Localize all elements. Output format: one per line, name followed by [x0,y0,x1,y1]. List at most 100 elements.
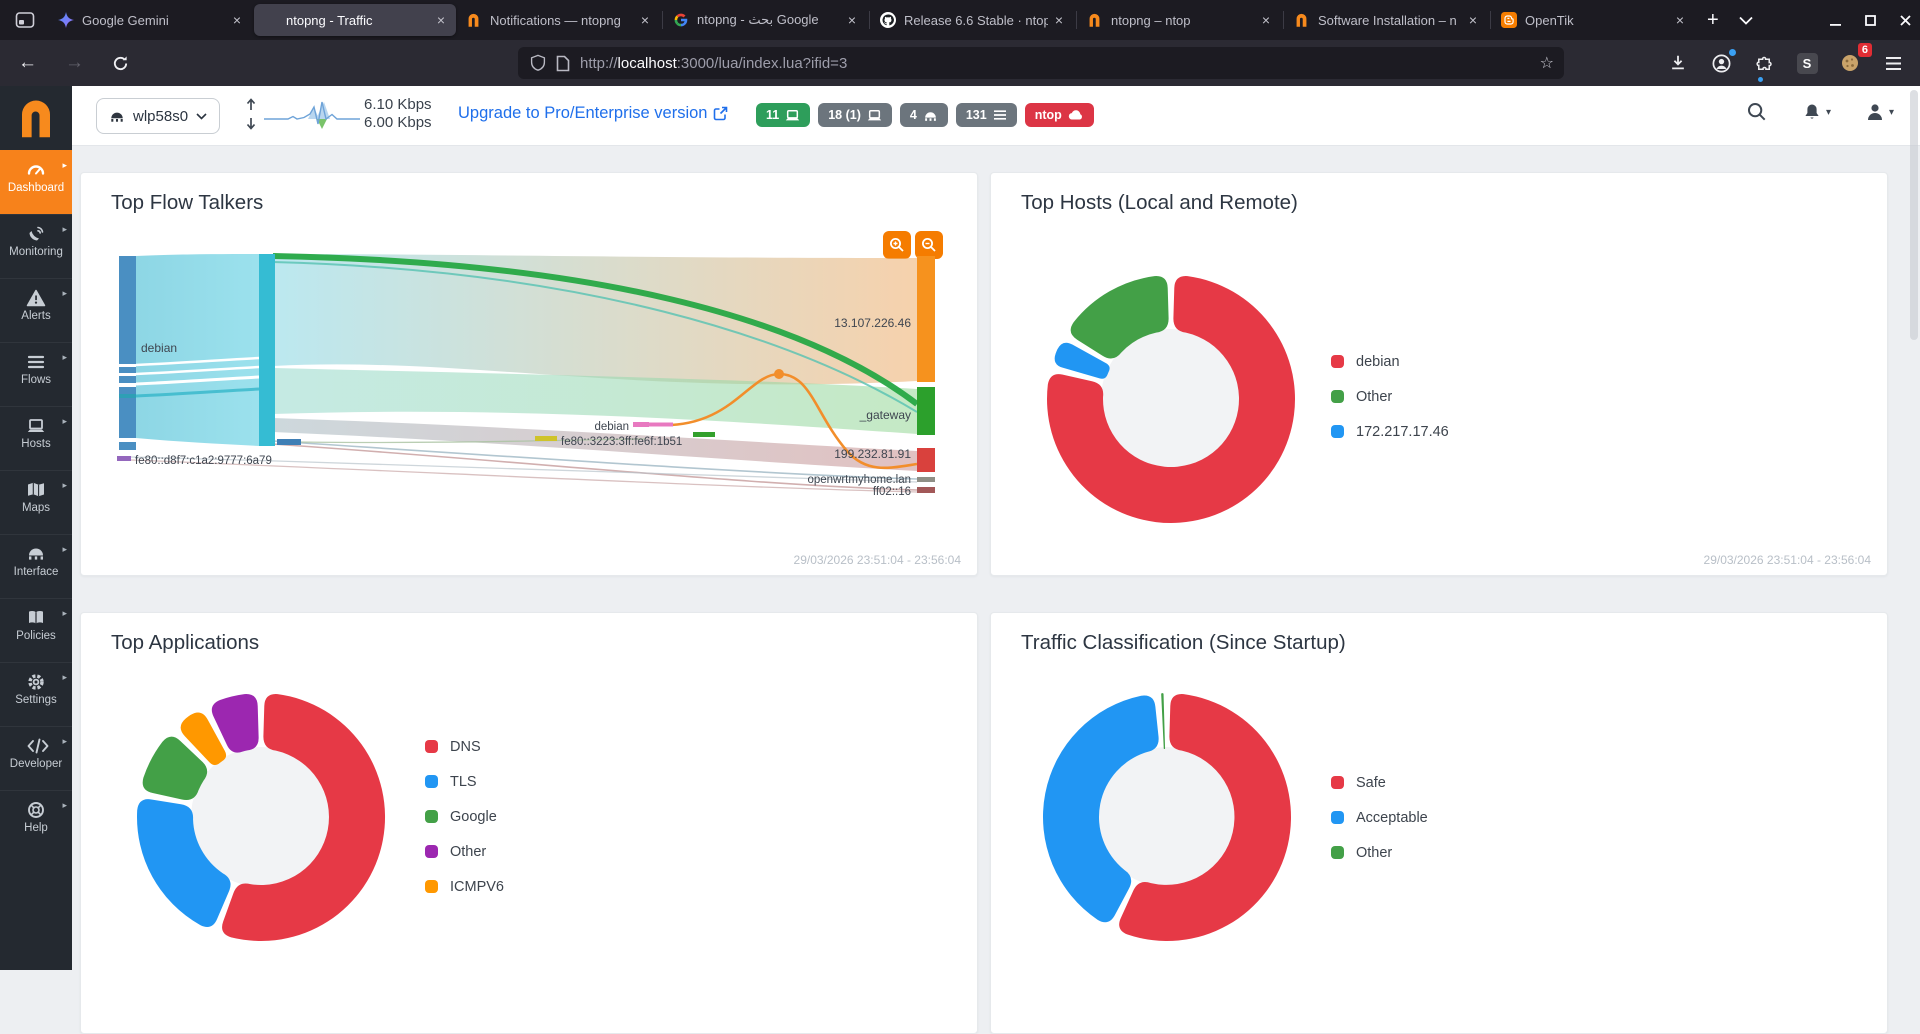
close-tab-icon[interactable]: × [1054,12,1063,28]
sankey-chart[interactable]: debian fe80::d8f7:c1a2:9777:6a79 fe80::3… [111,246,961,511]
back-arrow-icon[interactable]: ← [18,52,37,73]
tab-title: Software Installation – n [1318,12,1457,28]
donut-slice-debian[interactable] [1047,276,1296,524]
sidebar-item-label: Developer [9,758,63,770]
top-applications-donut-chart[interactable] [131,687,391,947]
legend-item[interactable]: Other [425,834,504,869]
maximize-button[interactable] [1864,14,1877,27]
firefox-view-icon[interactable] [10,7,40,33]
donut-slice-ICMPV6[interactable] [180,712,227,766]
classification-donut-chart[interactable] [1037,687,1297,947]
ntop-icon [1294,12,1310,28]
donut-slice-Safe[interactable] [1119,694,1292,941]
page-icon[interactable] [556,55,570,72]
new-tab-button[interactable]: + [1707,8,1719,31]
close-tab-icon[interactable]: × [1468,12,1477,28]
url-text: http://localhost:3000/lua/index.lua?ifid… [580,54,848,72]
status-badge[interactable]: 131 [955,103,1017,127]
close-tab-icon[interactable]: × [847,12,856,28]
close-tab-icon[interactable]: × [232,12,241,28]
donut-slice-Other[interactable] [1161,693,1166,750]
menu-icon[interactable] [1880,50,1906,76]
sidebar-item-settings[interactable]: Settings ▸ [0,662,72,726]
status-badge[interactable]: ntop [1024,103,1094,127]
donut-slice-TLS[interactable] [136,799,231,928]
legend-item[interactable]: Other [1331,379,1449,414]
ntop-logo[interactable] [0,86,72,150]
caret-down-icon: ▾ [1825,106,1831,118]
close-tab-icon[interactable]: × [1675,12,1684,28]
donut-slice-DNS[interactable] [222,694,386,942]
sidebar-item-hosts[interactable]: Hosts ▸ [0,406,72,470]
sidebar-item-maps[interactable]: Maps ▸ [0,470,72,534]
scrollbar[interactable] [1910,90,1918,340]
browser-tab[interactable]: Notifications — ntopng × [458,4,660,36]
search-icon[interactable] [1746,101,1768,123]
sidebar-item-flows[interactable]: Flows ▸ [0,342,72,406]
account-icon[interactable] [1708,49,1736,76]
legend-item[interactable]: 172.217.17.46 [1331,414,1449,449]
sidebar-item-dashboard[interactable]: Dashboard ▸ [0,150,72,214]
close-window-button[interactable] [1899,14,1912,27]
sidebar-item-label: Monitoring [9,246,63,258]
legend-item[interactable]: debian [1331,344,1449,379]
close-tab-icon[interactable]: × [640,12,649,28]
extensions-icon[interactable] [1751,50,1777,82]
zoom-in-button[interactable] [883,231,911,259]
browser-tab[interactable]: ntopng - Traffic × [254,4,456,36]
s-extension-icon[interactable]: S [1794,50,1820,76]
close-tab-icon[interactable]: × [436,12,445,28]
browser-tab[interactable]: Software Installation – n × [1286,4,1488,36]
reload-icon[interactable] [102,52,139,75]
legend-item[interactable]: DNS [425,729,504,764]
donut-slice-Google[interactable] [142,736,208,800]
caret-down-icon: ▾ [1888,106,1894,118]
notifications-bell[interactable]: ▾ [1802,102,1831,123]
donut-slice-Acceptable[interactable] [1042,695,1159,923]
list-all-tabs-button[interactable] [1729,12,1763,29]
tab-separator [662,11,663,29]
upgrade-link[interactable]: Upgrade to Pro/Enterprise version [458,104,728,123]
donut-slice-Other[interactable] [211,694,259,753]
sidebar-item-monitoring[interactable]: Monitoring ▸ [0,214,72,278]
shield-icon[interactable] [530,54,546,72]
top-hosts-donut-chart[interactable] [1041,269,1301,529]
legend-item[interactable]: ICMPV6 [425,869,504,904]
status-badge[interactable]: 11 [756,103,811,127]
interface-select[interactable]: wlp58s0 [96,98,221,134]
sidebar-item-help[interactable]: Help ▸ [0,790,72,854]
donut-slice-172.217.17.46[interactable] [1054,342,1110,379]
legend-item[interactable]: Safe [1331,765,1428,800]
tab-strip: Google Gemini × ntopng - Traffic × Notificat… [50,0,1697,40]
badge-text: 11 [766,108,780,122]
zoom-out-button[interactable] [915,231,943,259]
url-bar[interactable]: http://localhost:3000/lua/index.lua?ifid… [518,47,1564,79]
donut-slice-Other[interactable] [1070,276,1169,359]
sidebar-item-developer[interactable]: Developer ▸ [0,726,72,790]
minimize-button[interactable] [1829,14,1842,27]
status-badge[interactable]: 18 (1) [818,103,892,127]
browser-tab[interactable]: OpenTik × [1493,4,1695,36]
sidebar-item-alerts[interactable]: Alerts ▸ [0,278,72,342]
cookie-icon[interactable]: 6 [1837,43,1872,76]
browser-tab[interactable]: Release 6.6 Stable · ntop × [872,4,1074,36]
hub-icon [26,544,46,564]
user-menu[interactable]: ▾ [1865,102,1894,123]
status-badge[interactable]: 4 [899,103,948,127]
code-icon [26,736,49,756]
legend-item[interactable]: TLS [425,764,504,799]
window-controls [1829,0,1912,40]
legend-item[interactable]: Acceptable [1331,800,1428,835]
close-tab-icon[interactable]: × [1261,12,1270,28]
download-icon[interactable] [1665,50,1691,76]
bookmark-star-icon[interactable]: ☆ [1539,55,1554,72]
browser-tab[interactable]: ntopng - بحث Google × [665,4,867,36]
legend-item[interactable]: Other [1331,835,1428,870]
browser-tab[interactable]: ntopng – ntop × [1079,4,1281,36]
sidebar-item-policies[interactable]: Policies ▸ [0,598,72,662]
browser-tab[interactable]: Google Gemini × [50,4,252,36]
sidebar-item-interface[interactable]: Interface ▸ [0,534,72,598]
sankey-node-label: _gateway [859,408,911,422]
legend-item[interactable]: Google [425,799,504,834]
forward-arrow-icon[interactable]: → [65,52,84,73]
